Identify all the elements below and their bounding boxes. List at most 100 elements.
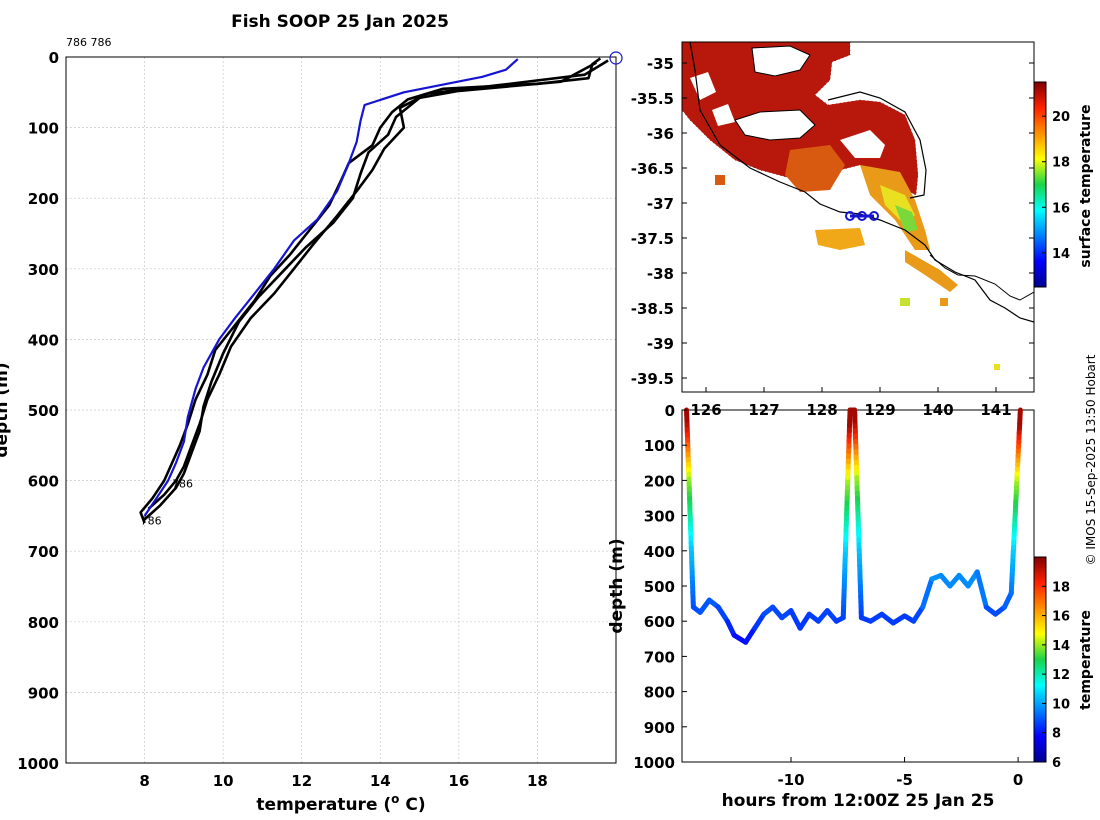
profile-y-tick-label: 100	[28, 120, 59, 138]
sst-speck	[715, 175, 725, 185]
dive-trace-segment	[974, 569, 989, 610]
temperature-colorbar-tick-label: 8	[1052, 727, 1061, 742]
depth-time-y-label: depth (m)	[607, 538, 627, 633]
profile-grid	[66, 56, 616, 764]
depth-time-y-tick-label: 1000	[633, 754, 675, 772]
depth-time-y-tick-label: 900	[644, 719, 675, 737]
temperature-colorbar	[1034, 557, 1046, 762]
map-lat-label: -35	[647, 55, 674, 73]
profile-y-tick-label: 900	[28, 684, 59, 702]
sst-colorbar-tick-label: 14	[1052, 247, 1070, 262]
dive-trace-segment	[911, 604, 926, 624]
profile-line-previous-1	[139, 57, 602, 524]
dive-trace-segment	[724, 618, 737, 638]
map-land-gap	[751, 45, 811, 77]
temperature-colorbar-tick-label: 18	[1052, 580, 1070, 595]
surface-marker	[609, 51, 623, 65]
profile-x-tick-label: 12	[291, 772, 312, 790]
map-cloud-gap	[712, 104, 735, 126]
profile-x-ticks: 8 10 12 14 16 18	[139, 772, 548, 790]
depth-time-y-tick-label: 300	[644, 508, 675, 526]
sst-colorbar	[1034, 82, 1046, 287]
depth-time-y-tick-label: 700	[644, 648, 675, 666]
credit-text: © IMOS 15-Sep-2025 13:50 Hobart	[1084, 354, 1098, 565]
sst-colorbar-tick-label: 16	[1052, 201, 1070, 216]
profile-x-tick-label: 10	[213, 772, 234, 790]
profile-y-tick-label: 200	[28, 190, 59, 208]
sst-colorbar-tick-label: 20	[1052, 110, 1070, 125]
dive-trace-segment	[788, 608, 803, 631]
profile-x-tick-label: 16	[448, 772, 469, 790]
coastline-gulf	[827, 91, 927, 199]
map-lat-ticks: -35 -35.5 -36 -36.5 -37 -37.5 -38 -38.5 -39 -39.5	[631, 55, 1034, 388]
track-start-marker	[845, 211, 855, 221]
profile-plot-frame	[65, 56, 617, 764]
profile-line-previous-2	[147, 59, 609, 510]
depth-time-y-tick-label: 800	[644, 684, 675, 702]
sst-colorbar-frame	[1033, 81, 1047, 288]
temperature-colorbar-tick-label: 12	[1052, 668, 1070, 683]
profile-y-tick-label: 700	[28, 543, 59, 561]
temperature-colorbar-frame	[1033, 556, 1047, 763]
coastline-east	[929, 254, 1034, 301]
temperature-colorbar-ticks: 6 8 10 12 14 16 18	[1042, 580, 1070, 771]
profile-line-current	[143, 58, 519, 517]
map-lat-label: -35.5	[631, 90, 674, 108]
profile-series	[139, 57, 609, 524]
temperature-colorbar-tick-label: 14	[1052, 639, 1070, 654]
profile-y-tick-label: 400	[28, 331, 59, 349]
depth-time-x-label: hours from 12:00Z 25 Jan 25	[722, 791, 995, 811]
profile-annotation: 786	[141, 514, 162, 527]
temperature-colorbar-tick-label: 16	[1052, 610, 1070, 625]
dive-trace-segment	[797, 611, 812, 631]
depth-time-y-ticks: 0 100 200 300 400 500 600 700 800 900 1000	[633, 402, 687, 772]
dive-trace-segment	[1002, 590, 1014, 610]
profile-x-label-main: temperature (	[256, 795, 391, 815]
profile-y-label: depth (m)	[0, 362, 12, 457]
map-land-gap	[734, 109, 816, 141]
temperature-colorbar-tick-label: 10	[1052, 697, 1070, 712]
depth-time-x-tick-label: -5	[896, 771, 913, 789]
map-content	[682, 42, 1034, 370]
depth-time-y-tick-label: 200	[644, 472, 675, 490]
depth-time-y-tick-label: 400	[644, 543, 675, 561]
depth-time-y-tick-label: 500	[644, 578, 675, 596]
map-lat-label: -37.5	[631, 230, 674, 248]
map-lat-label: -37	[647, 195, 674, 213]
profile-x-label: temperature (o C)	[256, 792, 425, 815]
profile-x-label-sup: o	[391, 792, 399, 806]
profile-chart: 8 10 12 14 16 18 0 100 200 300 400 500 600 700 800 900…	[0, 36, 623, 815]
profile-annotation: 786	[172, 478, 193, 491]
depth-time-y-tick-label: 600	[644, 613, 675, 631]
dive-trace-segment	[920, 576, 935, 610]
profile-y-tick-label: 1000	[17, 755, 59, 773]
sst-colorbar-tick-label: 18	[1052, 156, 1070, 171]
figure-title: Fish SOOP 25 Jan 2025	[231, 12, 449, 32]
map-lat-label: -39	[647, 335, 674, 353]
map-lat-label: -36	[647, 125, 674, 143]
temperature-colorbar-label: temperature	[1078, 610, 1094, 710]
profile-y-ticks: 0 100 200 300 400 500 600 700 800 900 1000	[17, 49, 59, 773]
dive-trace-segment	[752, 611, 767, 631]
sst-speck	[994, 364, 1000, 370]
profile-x-tick-label: 14	[370, 772, 391, 790]
map-lat-label: -38	[647, 265, 674, 283]
sst-colorbar-ticks: 14 16 18 20	[1042, 110, 1070, 262]
profile-y-tick-label: 800	[28, 614, 59, 632]
profile-x-tick-label: 18	[527, 772, 548, 790]
profile-line-previous-3	[143, 61, 598, 521]
track-end-marker	[869, 211, 879, 221]
map-lat-label: -38.5	[631, 300, 674, 318]
sst-colorbar-label: surface temperature	[1078, 104, 1094, 267]
map-lat-label: -36.5	[631, 160, 674, 178]
depth-time-x-tick-label: 0	[1013, 771, 1023, 789]
dive-trace-segment	[715, 604, 730, 624]
sst-cool-region	[895, 205, 918, 232]
profile-x-label-end: C)	[399, 795, 425, 815]
profile-x-tick-label: 8	[139, 772, 149, 790]
track-point-marker	[857, 211, 867, 221]
profile-top-annotation: 786 786	[66, 36, 112, 49]
depth-time-y-tick-label: 0	[665, 402, 675, 420]
sst-speck	[905, 250, 958, 292]
